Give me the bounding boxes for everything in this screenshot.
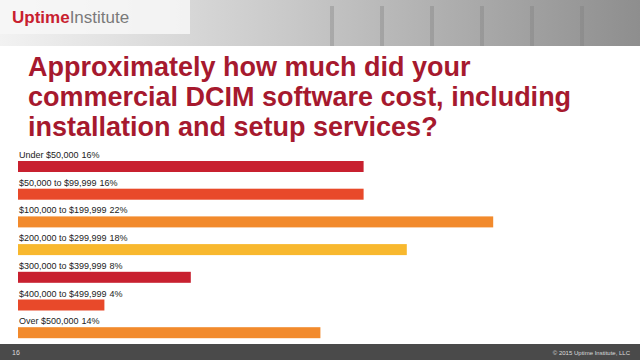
copyright: © 2015 Uptime Institute, LLC [553, 350, 631, 356]
bar [18, 189, 364, 200]
bar-label: Over $500,00014% [19, 316, 100, 326]
title: Approximately how much did your commerci… [28, 52, 628, 142]
bar [18, 216, 493, 227]
data-label: 14% [82, 316, 100, 326]
data-label: 16% [100, 178, 118, 188]
bar [18, 300, 104, 311]
data-label: 4% [110, 289, 123, 299]
logo-panel [0, 0, 190, 34]
data-label: 22% [110, 205, 128, 215]
category-label: $100,000 to $199,999 [19, 205, 107, 215]
bar [18, 244, 407, 255]
logo: UptimeInstitute [12, 8, 129, 27]
bar-label: Under $50,00016% [19, 150, 100, 160]
labels: Under $50,00016%$50,000 to $99,99916%$10… [19, 150, 128, 326]
title-box: Approximately how much did your commerci… [28, 52, 628, 152]
header-decor [330, 6, 334, 46]
header-decor [380, 6, 384, 46]
bar [18, 161, 364, 172]
data-label: 16% [82, 150, 100, 160]
bar [18, 327, 320, 338]
header-decor [480, 6, 484, 46]
logo-brand: Uptime [12, 8, 70, 27]
bar-label: $50,000 to $99,99916% [19, 178, 118, 188]
header-decor [530, 6, 534, 46]
chart: UptimeInstitute Approximately how much di… [0, 0, 640, 360]
category-label: $300,000 to $399,999 [19, 261, 107, 271]
bar-label: $200,000 to $299,99918% [19, 233, 128, 243]
category-label: $400,000 to $499,999 [19, 289, 107, 299]
header-decor [580, 6, 584, 46]
bars [18, 161, 493, 338]
data-label: 8% [110, 261, 123, 271]
category-label: Under $50,000 [19, 150, 79, 160]
slide: UptimeInstitute Approximately how much di… [0, 0, 640, 360]
page-number: 16 [12, 349, 20, 356]
logo-suffix: Institute [70, 8, 130, 27]
data-label: 18% [110, 233, 128, 243]
category-label: $200,000 to $299,999 [19, 233, 107, 243]
header-band [0, 0, 640, 46]
header-decor [430, 6, 434, 46]
category-label: Over $500,000 [19, 316, 79, 326]
bar-label: $100,000 to $199,99922% [19, 205, 128, 215]
bar-label: $300,000 to $399,9998% [19, 261, 123, 271]
category-label: $50,000 to $99,999 [19, 178, 97, 188]
footer-band [0, 344, 640, 360]
bar [18, 272, 191, 283]
bar-label: $400,000 to $499,9994% [19, 289, 123, 299]
